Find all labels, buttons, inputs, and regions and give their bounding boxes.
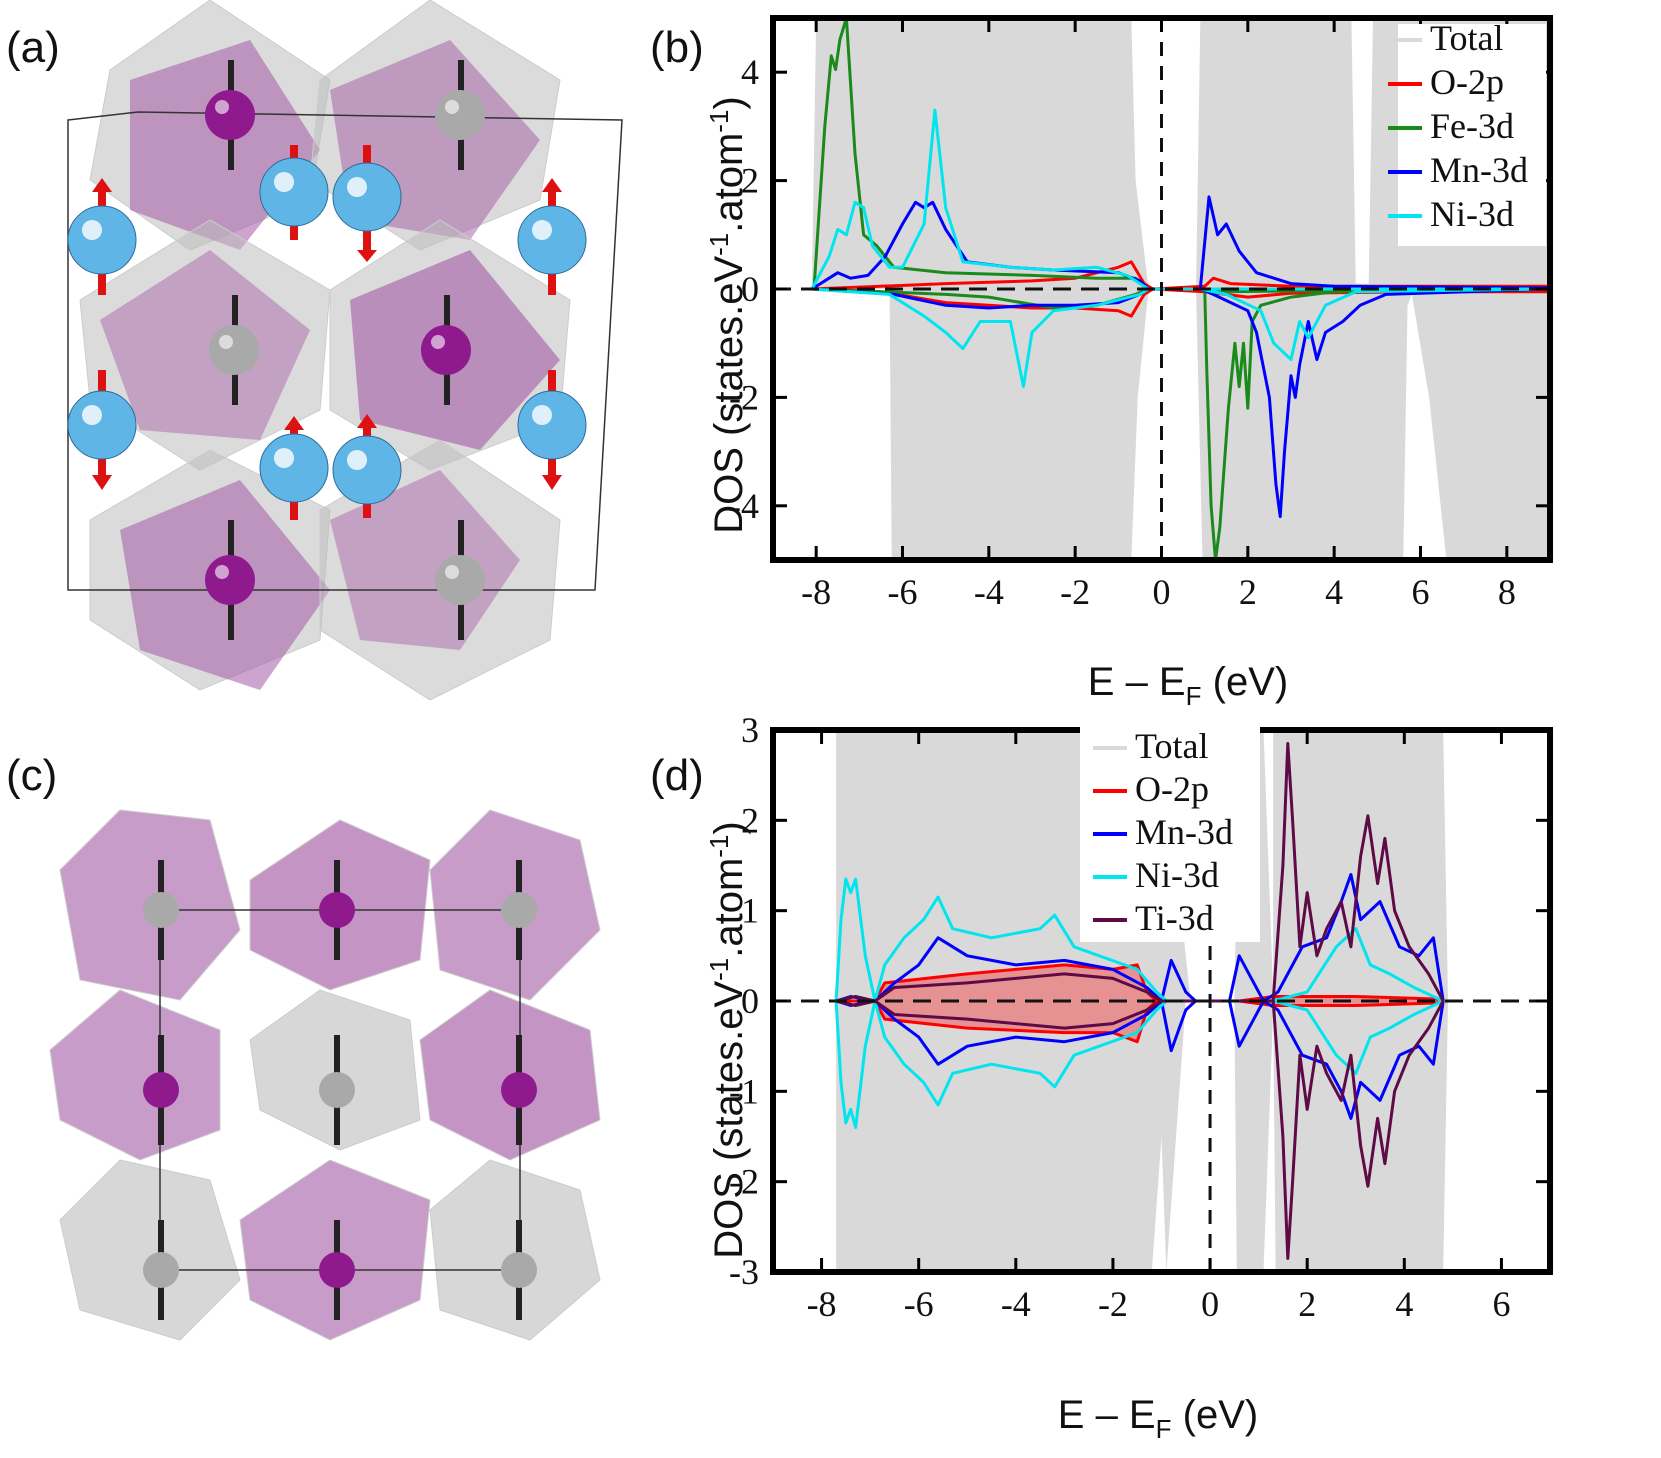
total-dos-up bbox=[811, 18, 1550, 289]
legend-label: Total bbox=[1430, 18, 1503, 58]
x-tick-label: 4 bbox=[1395, 1284, 1413, 1324]
y-tick-label: -1 bbox=[729, 1071, 759, 1111]
blue-atom bbox=[67, 178, 137, 295]
x-tick-label: -4 bbox=[974, 572, 1004, 612]
x-tick-label: -6 bbox=[888, 572, 918, 612]
octahedron bbox=[59, 1159, 241, 1341]
purple-atom bbox=[143, 1035, 179, 1145]
series-ni-3d-up bbox=[810, 108, 1550, 291]
crystal-structure-a bbox=[67, 0, 623, 701]
x-tick-label: -4 bbox=[1001, 1284, 1031, 1324]
y-axis-title-b: DOS (states.eV-1.atom-1) bbox=[704, 96, 751, 534]
legend-label: Mn-3d bbox=[1135, 812, 1233, 852]
series-mn-3d-down bbox=[811, 287, 1550, 519]
x-tick-label: -2 bbox=[1060, 572, 1090, 612]
total-dos-down bbox=[811, 289, 1550, 560]
y-tick-label: 2 bbox=[741, 161, 759, 201]
octahedron bbox=[330, 470, 520, 650]
y-tick-label: -4 bbox=[729, 486, 759, 526]
legend-label: Fe-3d bbox=[1430, 106, 1514, 146]
panel-label-d: (d) bbox=[650, 751, 704, 800]
purple-atom bbox=[421, 295, 471, 405]
y-tick-label: 0 bbox=[741, 269, 759, 309]
x-tick-label: 8 bbox=[1498, 572, 1516, 612]
grey-atom bbox=[319, 1035, 355, 1145]
legend-label: Mn-3d bbox=[1430, 150, 1528, 190]
purple-atom bbox=[205, 60, 255, 170]
purple-atom bbox=[205, 520, 255, 640]
grey-atom bbox=[501, 1220, 537, 1320]
dos-chart-d: -8 -6 -4 -2 0 2 4 6 -3 -2 -1 0 1 2 3 TotalO-2pMn-3dNi-… bbox=[704, 710, 1553, 1444]
blue-atom bbox=[332, 414, 402, 518]
grey-atom bbox=[143, 860, 179, 960]
x-axis-title-b: E – EF (eV) bbox=[1088, 660, 1288, 711]
x-axis-title-d: E – EF (eV) bbox=[1058, 1393, 1258, 1444]
crystal-structure-c bbox=[49, 809, 601, 1341]
legend-label: Ni-3d bbox=[1135, 855, 1219, 895]
blue-atom bbox=[332, 145, 402, 262]
y-tick-label: 2 bbox=[741, 800, 759, 840]
grey-atom bbox=[435, 60, 485, 170]
grey-atom bbox=[209, 295, 259, 405]
legend-background bbox=[1398, 24, 1546, 246]
y-tick-label: 3 bbox=[741, 710, 759, 750]
x-tick-label: 2 bbox=[1239, 572, 1257, 612]
plot-inner-b bbox=[773, 18, 1550, 560]
ticks-b: -8 -6 -4 -2 0 2 4 6 8 -4 -2 0 2 4 bbox=[729, 18, 1550, 612]
y-tick-label: -2 bbox=[729, 1162, 759, 1202]
legend-label: Ti-3d bbox=[1135, 898, 1214, 938]
x-tick-label: -8 bbox=[801, 572, 831, 612]
panel-label-b: (b) bbox=[650, 23, 704, 72]
octahedron bbox=[100, 250, 310, 440]
grey-atom bbox=[143, 1220, 179, 1320]
y-axis-title-d: DOS (states.eV-1.atom-1) bbox=[704, 821, 751, 1259]
dos-chart-b: -8 -6 -4 -2 0 2 4 6 8 -4 -2 0 2 4 TotalO-2pFe-3dMn-3d… bbox=[704, 15, 1553, 711]
x-tick-label: 2 bbox=[1298, 1284, 1316, 1324]
purple-atom bbox=[319, 1220, 355, 1320]
y-tick-label: -3 bbox=[729, 1252, 759, 1292]
series-ti-3d-down bbox=[835, 999, 1445, 1260]
x-tick-label: 0 bbox=[1153, 572, 1171, 612]
purple-atom bbox=[319, 860, 355, 960]
x-tick-label: 0 bbox=[1201, 1284, 1219, 1324]
series-ti-3d-up bbox=[835, 742, 1445, 1003]
legend-label: O-2p bbox=[1135, 769, 1209, 809]
legend-label: Ni-3d bbox=[1430, 194, 1514, 234]
total-dos-down bbox=[836, 1001, 1449, 1272]
panel-label-c: (c) bbox=[6, 751, 57, 800]
x-tick-label: -2 bbox=[1098, 1284, 1128, 1324]
legend-label: Total bbox=[1135, 726, 1208, 766]
grey-atom bbox=[501, 860, 537, 960]
legend-label: O-2p bbox=[1430, 62, 1504, 102]
blue-atom bbox=[517, 370, 587, 490]
blue-atom bbox=[67, 370, 137, 490]
octahedron bbox=[429, 1159, 601, 1341]
y-tick-label: 4 bbox=[741, 52, 759, 92]
grey-atom bbox=[435, 520, 485, 640]
series-ni-3d-down bbox=[811, 287, 1550, 389]
x-tick-label: -6 bbox=[904, 1284, 934, 1324]
panel-label-a: (a) bbox=[6, 23, 60, 72]
octahedron bbox=[49, 989, 221, 1161]
purple-atom bbox=[501, 1035, 537, 1145]
blue-atom bbox=[259, 145, 329, 240]
series-o-2p-down bbox=[811, 287, 1550, 318]
ticks-d: -8 -6 -4 -2 0 2 4 6 -3 -2 -1 0 1 2 3 bbox=[729, 710, 1550, 1324]
x-tick-label: 4 bbox=[1325, 572, 1343, 612]
unit-cell bbox=[67, 111, 623, 591]
y-tick-label: 1 bbox=[741, 891, 759, 931]
x-tick-label: 6 bbox=[1492, 1284, 1510, 1324]
blue-atom bbox=[517, 178, 587, 295]
x-tick-label: -8 bbox=[807, 1284, 837, 1324]
y-tick-label: 0 bbox=[741, 981, 759, 1021]
x-tick-label: 6 bbox=[1412, 572, 1430, 612]
blue-atom bbox=[259, 416, 329, 520]
y-tick-label: -2 bbox=[729, 377, 759, 417]
